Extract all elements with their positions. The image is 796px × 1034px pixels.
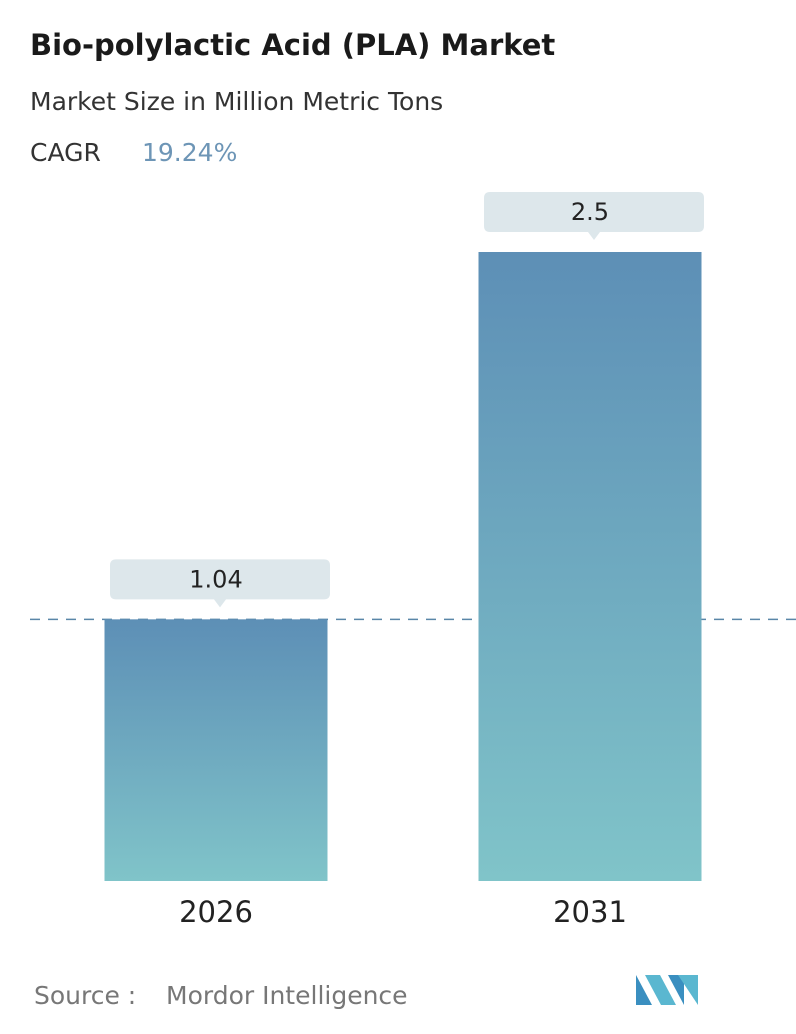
x-tick-label: 2031 [553, 895, 627, 929]
cagr-value: 19.24% [142, 138, 237, 167]
value-label: 1.04 [189, 565, 242, 593]
source-label: Source : [34, 981, 136, 1010]
bar [478, 252, 702, 881]
source: Mordor Intelligence [166, 981, 408, 1010]
value-label: 2.5 [571, 198, 609, 226]
chart-title: Bio-polylactic Acid (PLA) Market [30, 28, 555, 62]
logo [636, 975, 698, 1005]
chart-subtitle: Market Size in Million Metric Tons [30, 87, 443, 116]
value-callout [484, 192, 704, 240]
bar [104, 619, 328, 881]
x-tick-label: 2026 [179, 895, 253, 929]
value-callout [110, 559, 330, 608]
cagr-label: CAGR [30, 138, 101, 167]
